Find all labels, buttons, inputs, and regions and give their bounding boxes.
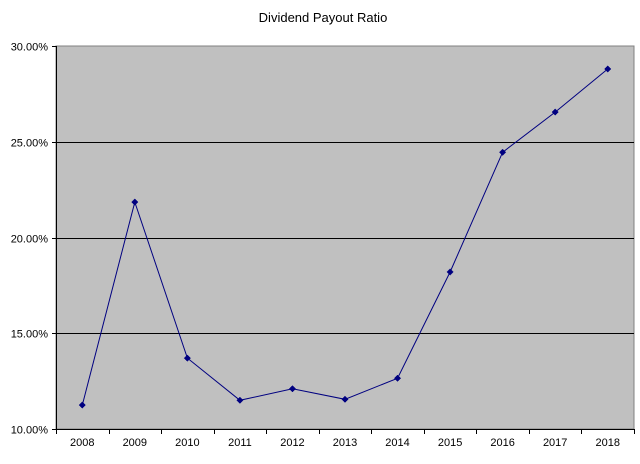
chart-title: Dividend Payout Ratio [259,10,388,25]
data-point-marker [236,396,244,404]
x-tick-label: 2008 [70,437,94,449]
y-axis: 10.00% 15.00% 20.00% 25.00% 30.00% [11,42,57,437]
x-tick-label: 2014 [385,437,409,449]
data-point-marker [446,268,454,276]
y-tick-label: 20.00% [11,234,49,246]
data-point-marker [183,354,191,362]
y-tick-label: 25.00% [11,138,49,150]
x-tick-label: 2017 [543,437,567,449]
plot-area [55,45,635,430]
y-tick-label: 30.00% [11,42,49,54]
x-tick-label: 2010 [175,437,199,449]
data-point-marker [288,385,297,393]
y-tick-label: 15.00% [11,329,49,341]
x-tick-label: 2016 [490,437,514,449]
x-tick-label: 2015 [438,437,462,449]
data-point-marker [131,198,139,206]
x-tick-label: 2013 [333,437,357,449]
data-point-marker [551,108,559,116]
gridlines [56,142,634,334]
data-point-marker [341,395,349,403]
data-point-marker [78,401,86,409]
data-point-marker [604,65,612,73]
x-tick-label: 2012 [280,437,304,449]
data-point-marker [393,374,402,382]
x-tick-label: 2018 [595,437,619,449]
data-point-marker [499,148,507,156]
x-tick-label: 2011 [228,437,252,449]
series-group [78,65,612,409]
x-tick-label: 2009 [123,437,147,449]
x-axis: 2008 2009 2010 2011 2012 2013 2014 2015 2016 2017… [56,429,635,449]
y-tick-label: 10.00% [11,425,49,437]
